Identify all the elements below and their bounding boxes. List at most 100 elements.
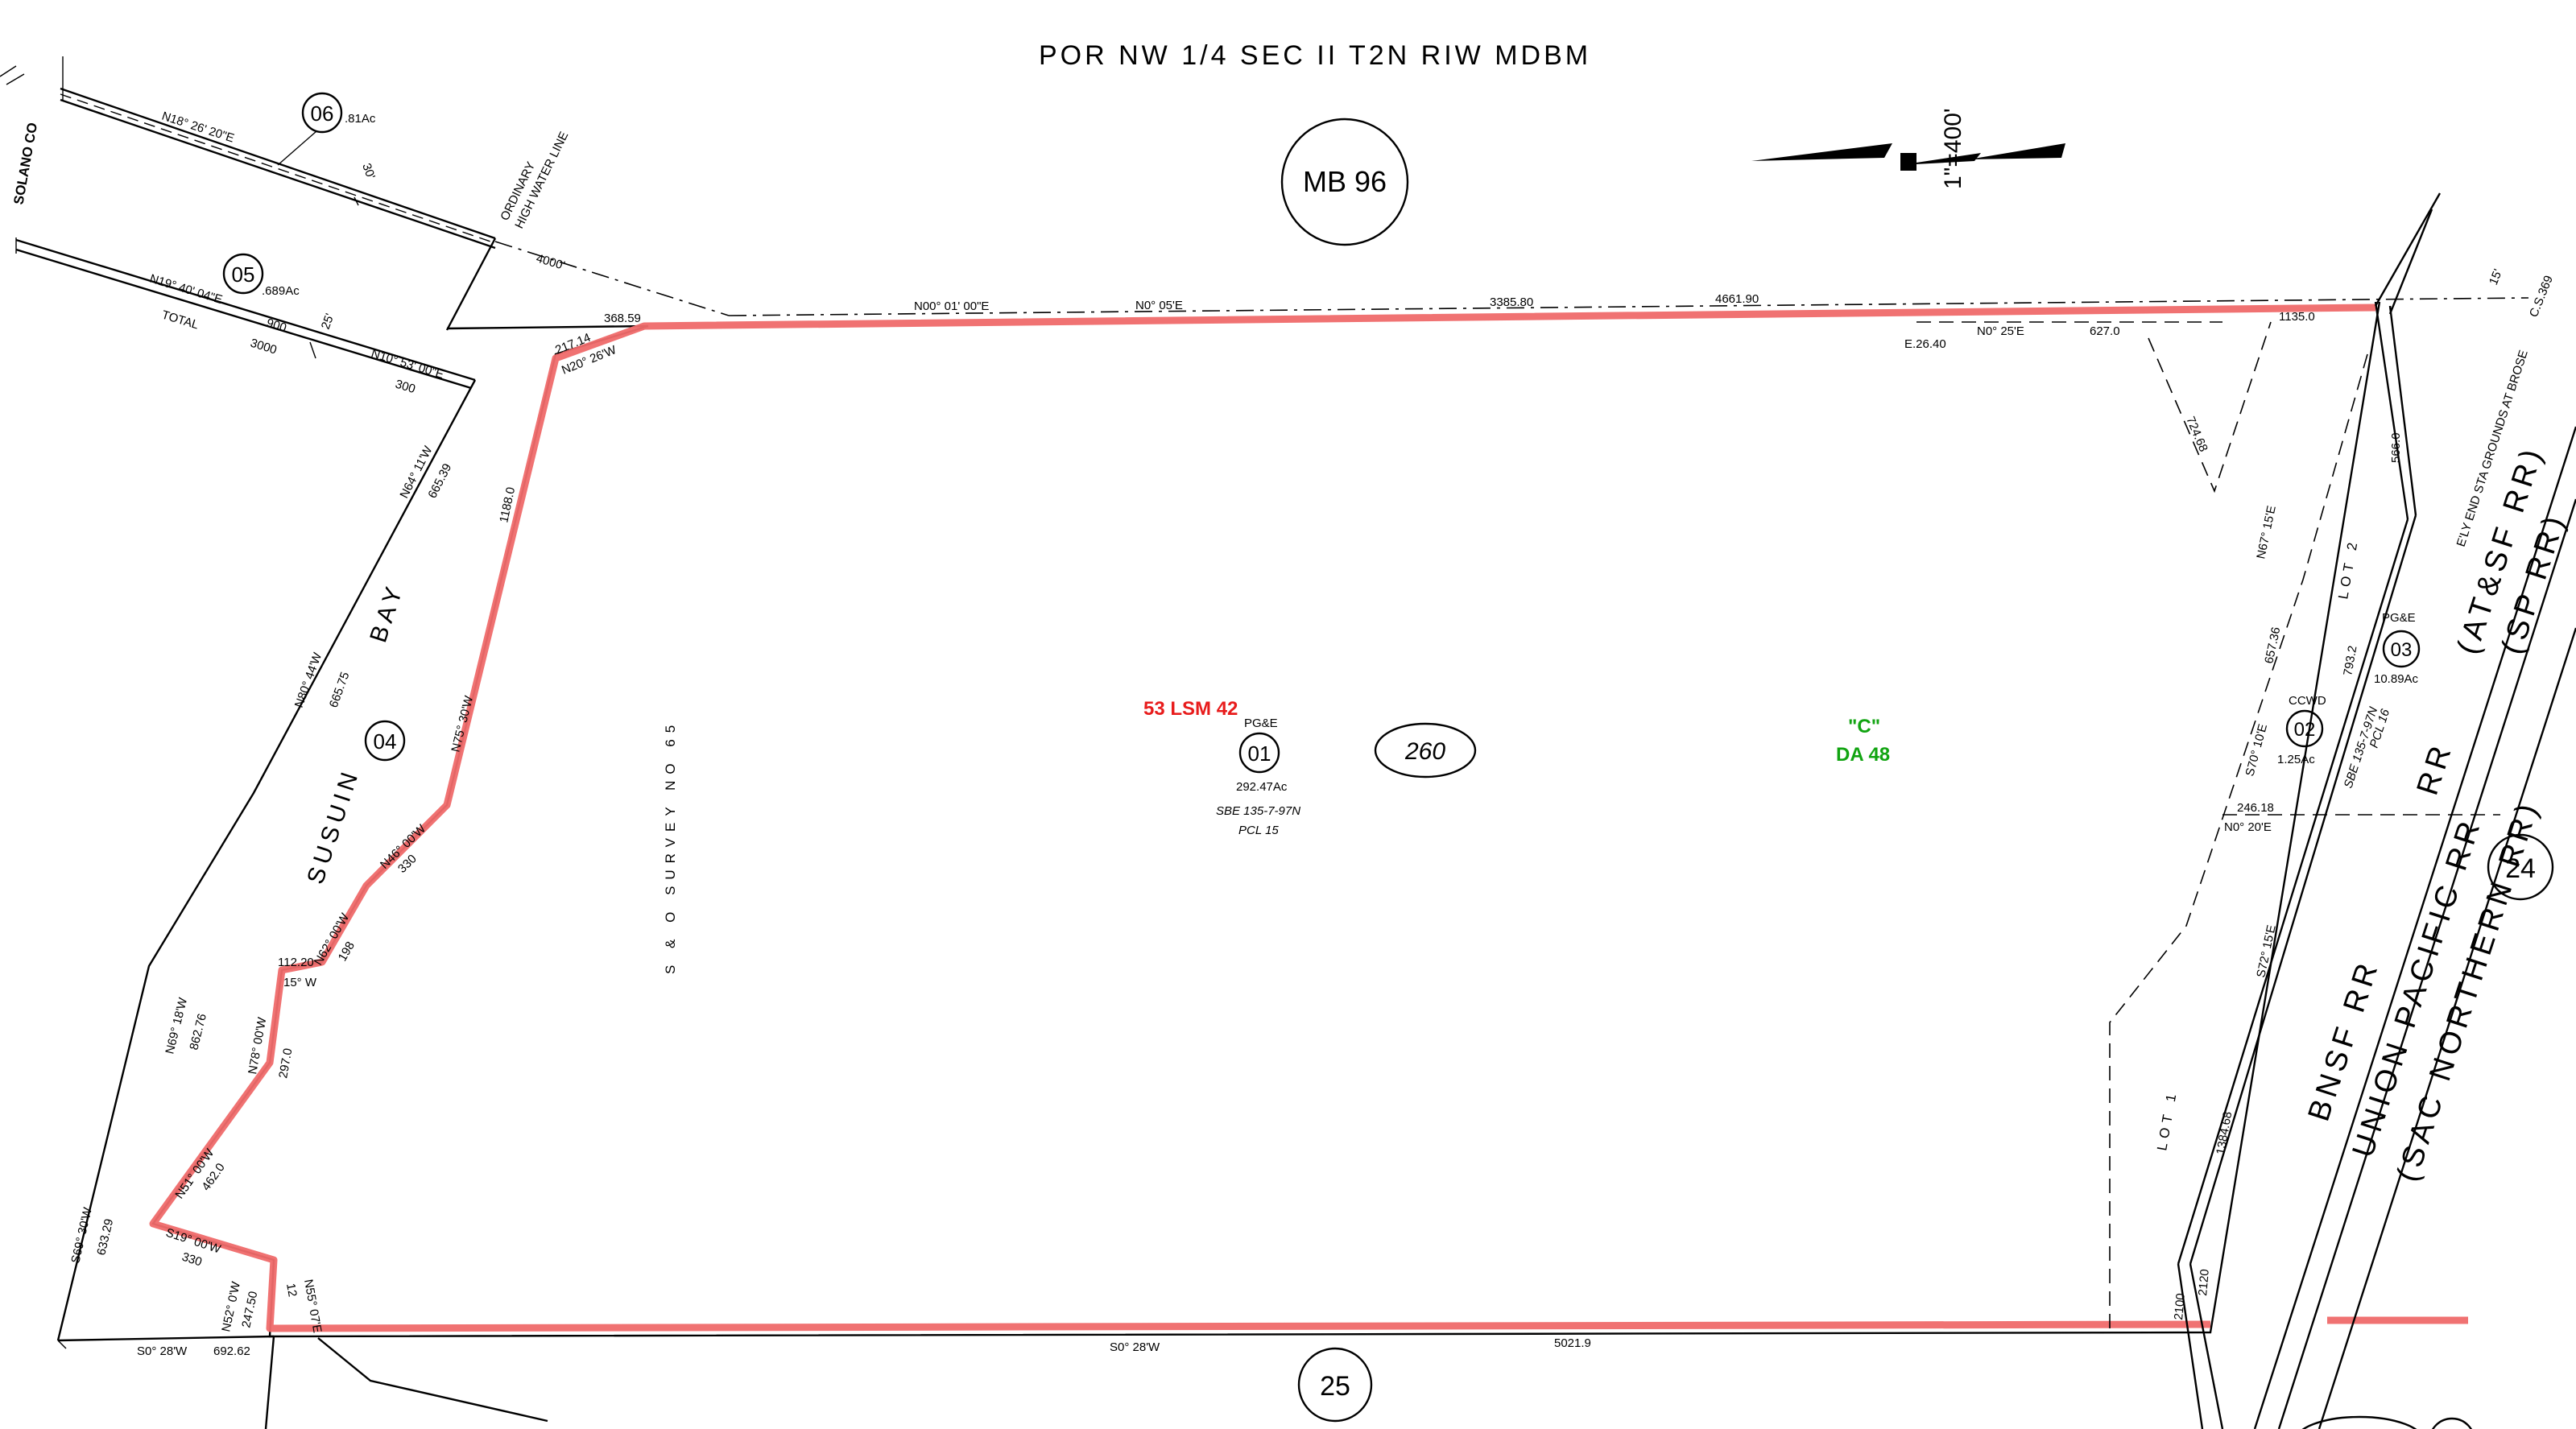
measure-862-76: 862.76 — [187, 1012, 209, 1051]
measure-657: 657.36 — [2262, 626, 2283, 664]
bay-label-1: SUSUIN — [302, 765, 365, 887]
bottom-right-partial-shapes — [2301, 1415, 2473, 1429]
measure-112-20: 112.20 — [278, 956, 314, 969]
measure-368-59: 368.59 — [604, 312, 641, 325]
north-arrow-icon — [1751, 143, 2065, 171]
measure-n020: N0° 20'E — [2224, 820, 2272, 834]
measure-1135: 1135.0 — [2279, 310, 2315, 324]
measure-bl-s028: S0° 28'W — [137, 1344, 188, 1358]
measure-total: TOTAL — [160, 308, 201, 332]
measure-top-4661: 4661.90 — [1715, 292, 1759, 306]
county-label: SOLANO CO — [10, 122, 40, 206]
parcel-06-number: 06 — [311, 101, 334, 126]
parcel-05-badge: 05 — [222, 253, 264, 295]
measure-15w: 15° W — [283, 976, 317, 989]
measure-724: 724.68 — [2183, 415, 2210, 454]
measure-198: 198 — [336, 940, 358, 964]
measure-n80: N80° 44'W — [292, 650, 325, 710]
measure-30: 30' — [359, 162, 378, 181]
parcel-01-ref1: SBE 135-7-97N — [1216, 804, 1300, 818]
measure-n025: N0° 25'E — [1977, 324, 2024, 338]
measure-top-n01: N00° 01' 00"E — [914, 299, 989, 313]
measure-n10: N10° 53' 00"E — [370, 347, 445, 382]
bottom-left-lines — [57, 1336, 548, 1429]
measure-n67: N67° 15'E — [2254, 505, 2279, 560]
adjacent-page-25: 25 — [1320, 1371, 1350, 1402]
scale-label: 1"=400' — [1940, 108, 1966, 189]
measure-246: 246.18 — [2237, 801, 2274, 815]
railroad-lines — [2177, 192, 2576, 1429]
parcel-03-number: 03 — [2391, 639, 2413, 661]
measure-900: 900 — [265, 316, 288, 336]
measure-s69: S69° 30'W — [68, 1206, 95, 1265]
parcel-05-number: 05 — [232, 262, 255, 287]
measure-bot-s028: S0° 28'W — [1110, 1340, 1160, 1354]
parcel-05-acres: .689Ac — [262, 284, 300, 298]
parcel-02-number: 02 — [2294, 719, 2316, 741]
measure-793: 793.2 — [2341, 645, 2359, 677]
parcel-04-badge: 04 — [364, 720, 406, 762]
overlay-green-code: "C" — [1848, 716, 1880, 737]
adjacent-page-24: 24 — [2505, 853, 2536, 884]
rr-label-rr: RR — [2411, 737, 2460, 799]
measure-330b: 330 — [180, 1250, 204, 1270]
measure-12: 12 — [283, 1282, 300, 1298]
survey-label: S & O SURVEY NO 65 — [663, 719, 678, 974]
top-section-line — [728, 297, 2529, 316]
lot-1-label: LOT 1 — [2154, 1088, 2180, 1152]
measure-300: 300 — [394, 378, 417, 397]
parcel-02-acres: 1.25Ac — [2277, 753, 2315, 766]
overlay-red-code: 53 LSM 42 — [1143, 698, 1238, 720]
adjacent-page-24-badge[interactable]: 24 — [2487, 833, 2554, 901]
page-number: 260 — [1404, 738, 1445, 765]
parcel-01-number: 01 — [1248, 741, 1271, 766]
parcel-04-number: 04 — [374, 729, 397, 754]
measure-665-75: 665.75 — [327, 670, 353, 709]
parcel-06-acres: .81Ac — [345, 112, 376, 126]
strip-lines — [15, 56, 649, 390]
measure-665-39: 665.39 — [425, 461, 454, 501]
measure-s19: S19° 00'W — [164, 1226, 223, 1257]
parcel-01-ref2: PCL 15 — [1238, 824, 1279, 837]
measure-s70: S70° 10'E — [2243, 722, 2270, 778]
parcel-01-acres: 292.47Ac — [1236, 780, 1288, 794]
parcel-01-badge: 01 — [1238, 732, 1280, 774]
map-book-badge: MB 96 — [1280, 118, 1409, 246]
map-title: POR NW 1/4 SEC II T2N RIW MDBM — [1039, 40, 1591, 71]
measure-4000: 4000' — [535, 252, 567, 273]
measure-566: 566.0 — [2389, 432, 2403, 463]
measure-n69: N69° 18'W — [163, 996, 190, 1055]
measure-297: 297.0 — [276, 1047, 295, 1080]
overlay-green-code-2: DA 48 — [1836, 744, 1890, 766]
measure-3000: 3000 — [249, 337, 279, 357]
measure-cs369: C.S.369 — [2527, 274, 2556, 320]
measure-n75: N75° 30'W — [449, 694, 476, 754]
measure-692-62: 692.62 — [213, 1344, 250, 1358]
parcel-03-acres: 10.89Ac — [2374, 672, 2419, 686]
measure-633-29: 633.29 — [94, 1217, 116, 1257]
map-book-label: MB 96 — [1303, 165, 1387, 198]
measure-25: 25' — [319, 312, 337, 331]
adjacent-page-25-badge[interactable]: 25 — [1297, 1347, 1373, 1423]
measure-2120: 2120 — [2196, 1269, 2212, 1297]
measure-247-50: 247.50 — [239, 1290, 260, 1328]
page-number-badge: 260 — [1374, 722, 1477, 779]
measure-top-3385: 3385.80 — [1490, 295, 1533, 309]
parcel-01-boundary — [149, 301, 2468, 1338]
measure-e2640: E.26.40 — [1904, 337, 1946, 351]
measure-15: 15' — [2487, 267, 2505, 287]
top-left-dashes — [0, 65, 730, 316]
measure-627: 627.0 — [2090, 324, 2120, 338]
measure-bot-5021: 5021.9 — [1554, 1336, 1591, 1350]
parcel-01-owner: PG&E — [1244, 717, 1278, 730]
parcel-04-outline — [56, 379, 477, 1342]
parcel-02-badge: 02 — [2285, 709, 2324, 748]
parcel-03-owner: PG&E — [2382, 611, 2416, 625]
bay-label-2: BAY — [365, 580, 409, 646]
measure-top-n05: N0° 05'E — [1135, 299, 1183, 312]
lot-dashed-lines — [2109, 321, 2368, 1328]
parcel-03-badge: 03 — [2382, 630, 2421, 668]
parcel-02-owner: CCWD — [2289, 694, 2326, 708]
parcel-06-badge: 06 — [301, 92, 343, 134]
